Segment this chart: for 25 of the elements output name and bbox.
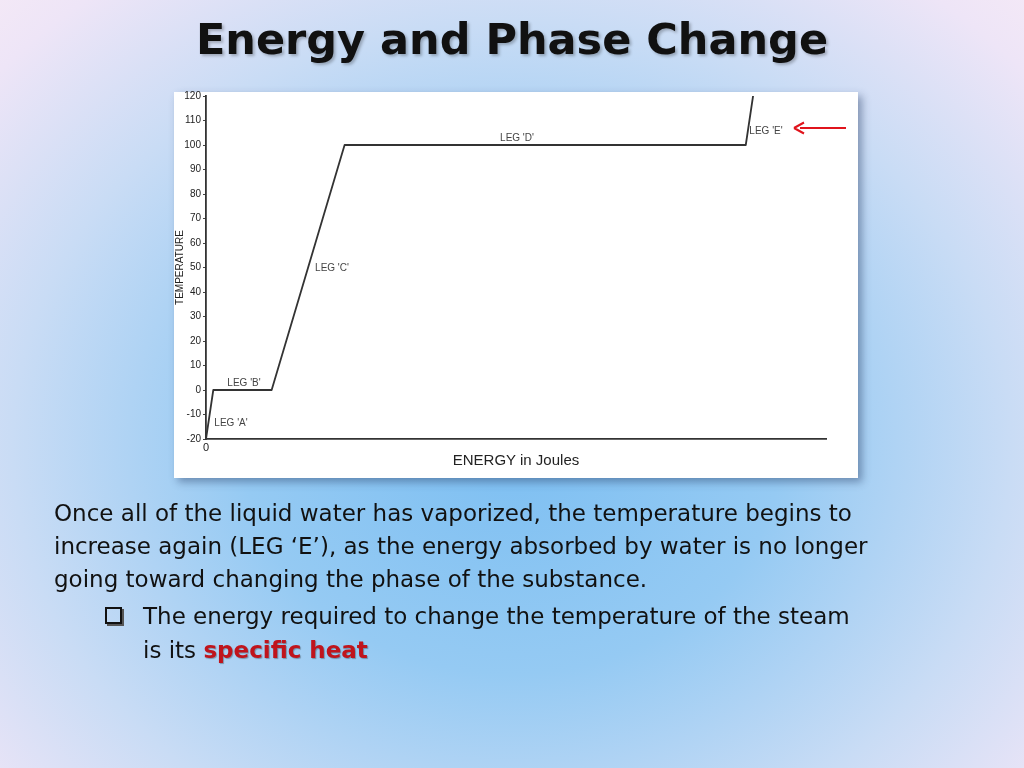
annotation: LEG 'D' xyxy=(500,131,534,143)
y-tick-label: 120 xyxy=(184,89,202,101)
y-tick-label: 0 xyxy=(195,383,202,395)
y-tick-label: 10 xyxy=(189,359,202,371)
x-axis-title: ENERGY in Joules xyxy=(452,451,580,469)
annotation: LEG 'E' xyxy=(749,124,783,136)
y-tick-label: 20 xyxy=(189,334,202,346)
y-tick-label: 110 xyxy=(185,114,202,126)
y-tick-label: 40 xyxy=(189,285,202,297)
y-tick-label: 50 xyxy=(189,261,202,273)
annotation: LEG 'B' xyxy=(227,376,261,388)
y-tick-label: -20 xyxy=(186,432,202,444)
annotation: LEG 'C' xyxy=(315,261,349,273)
text: Once all of the liquid water has vaporized, the temperature begins to increase again (LEG ‘E’), as the energy absorbed by water is no longer going toward changing the phase of the substance. xyxy=(54,499,869,594)
text: specific heat xyxy=(203,637,368,663)
chart-title: Energy and Phase Change xyxy=(194,14,830,64)
y-tick-label: 60 xyxy=(189,236,202,248)
y-tick-label: 70 xyxy=(189,212,202,224)
y-tick-label: 90 xyxy=(189,163,202,175)
y-tick-label: -10 xyxy=(186,408,202,420)
y-tick-label: 100 xyxy=(184,138,202,150)
y-tick-label: 30 xyxy=(189,310,202,322)
annotation: LEG 'A' xyxy=(214,416,248,428)
y-tick-label: 80 xyxy=(189,187,202,199)
y-axis-title: TEMPERATURE xyxy=(173,229,185,305)
